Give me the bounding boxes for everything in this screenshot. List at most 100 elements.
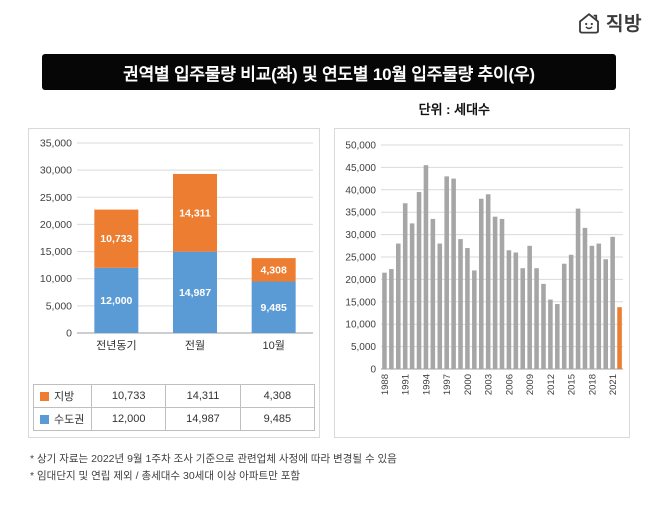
year-bar-2009: [527, 245, 532, 369]
x-year-label: 2015: [567, 374, 578, 395]
year-bar-2015: [568, 254, 574, 369]
x-category-label: 전월: [185, 339, 205, 352]
y-tick-label: 35,000: [345, 208, 376, 219]
year-bar-1991: [402, 203, 408, 369]
year-bar-1989: [389, 269, 394, 369]
x-year-label: 1988: [380, 374, 391, 395]
x-year-label: 2006: [504, 374, 515, 395]
year-bar-1992: [409, 223, 415, 369]
x-year-label: 2012: [546, 374, 557, 395]
page-title: 권역별 입주물량 비교(좌) 및 연도별 10월 입주물량 추이(우): [42, 54, 616, 90]
y-tick-label: 10,000: [40, 273, 72, 285]
y-tick-label: 15,000: [345, 297, 376, 308]
y-tick-label: 0: [66, 328, 72, 340]
bar-value-label: 14,987: [179, 287, 211, 299]
year-bar-2007: [513, 252, 519, 369]
footnotes: * 상기 자료는 2022년 9월 1주차 조사 기준으로 관련업체 사정에 따…: [30, 451, 397, 485]
legend-value-cell: 12,000: [90, 407, 167, 431]
year-bar-1997: [444, 176, 449, 369]
y-tick-label: 20,000: [345, 275, 376, 286]
year-bar-2017: [582, 227, 588, 369]
year-bar-2006: [506, 250, 512, 369]
legend-value-cell: 4,308: [239, 384, 316, 408]
year-bar-1988: [382, 272, 387, 369]
y-tick-label: 50,000: [345, 141, 376, 152]
bar-segment-수도권: [173, 251, 217, 333]
legend-value-cell: 14,987: [165, 407, 241, 431]
year-bar-1990: [396, 243, 401, 369]
footnote-line-2: * 임대단지 및 연립 제외 / 총세대수 30세대 이상 아파트만 포함: [30, 470, 301, 482]
bar-segment-지방: [251, 258, 296, 282]
x-year-label: 2000: [463, 374, 474, 395]
y-tick-label: 45,000: [345, 163, 376, 174]
bar-segment-지방: [94, 209, 139, 268]
legend-swatch-icon: [40, 415, 49, 424]
x-year-label: 1997: [442, 374, 453, 395]
bar-value-label: 4,308: [261, 264, 287, 276]
bar-value-label: 14,311: [179, 207, 211, 219]
y-tick-label: 5,000: [46, 300, 72, 312]
year-bar-2014: [561, 263, 567, 369]
x-year-label: 2018: [587, 374, 598, 395]
brand-name: 직방: [606, 14, 642, 35]
y-tick-label: 30,000: [40, 165, 72, 177]
y-tick-label: 25,000: [40, 192, 72, 204]
y-tick-label: 0: [370, 365, 376, 376]
year-bar-2021: [610, 236, 615, 369]
legend-table: 지방 10,733 14,311 4,308 수도권 12,000 14,987 9,485: [33, 384, 316, 431]
year-bar-2020: [603, 259, 608, 369]
legend-value-cell: 9,485: [239, 407, 316, 431]
left-chart-panel: 0 5,000 10,000 15,000 20,000 25,000 30,000 35,0…: [28, 128, 320, 438]
bar-segment-지방: [173, 173, 217, 252]
x-category-label: 10월: [262, 339, 284, 352]
y-tick-label: 35,000: [40, 138, 72, 150]
year-bar-2011: [541, 283, 546, 369]
bar-value-label: 9,485: [261, 302, 287, 314]
x-year-label: 1991: [401, 374, 412, 395]
year-bar-1996: [437, 243, 443, 369]
y-tick-label: 10,000: [345, 320, 376, 331]
bar-value-label: 12,000: [100, 295, 132, 307]
year-bar-2004: [492, 216, 498, 369]
year-bar-1999: [458, 239, 463, 369]
year-bar-2013: [555, 304, 560, 369]
y-tick-label: 20,000: [40, 219, 72, 231]
year-bar-2000: [465, 248, 470, 369]
year-bar-2022: [617, 307, 622, 369]
year-bar-2001: [472, 270, 477, 369]
x-year-label: 1994: [421, 374, 432, 395]
year-bar-2005: [499, 218, 505, 369]
year-bar-1993: [416, 192, 422, 369]
stacked-bar-chart: 0 5,000 10,000 15,000 20,000 25,000 30,000 35,0…: [40, 138, 313, 352]
legend-value-cell: 14,311: [165, 384, 241, 408]
year-bar-1998: [451, 178, 456, 369]
year-bar-1995: [430, 218, 436, 369]
bar-segment-수도권: [94, 267, 139, 333]
legend-row: 지방 10,733 14,311 4,308: [33, 384, 316, 408]
year-bar-2016: [575, 208, 581, 369]
y-tick-label: 30,000: [345, 230, 376, 241]
x-year-label: 2021: [608, 374, 619, 395]
y-tick-label: 40,000: [345, 185, 376, 196]
x-category-label: 전년동기: [96, 339, 136, 352]
legend-key-cell: 지방: [33, 384, 92, 408]
year-bar-2010: [534, 268, 539, 369]
house-logo-icon: [576, 11, 602, 35]
legend-row: 수도권 12,000 14,987 9,485: [33, 407, 316, 431]
legend-swatch-icon: [40, 392, 49, 401]
unit-label: 단위 : 세대수: [418, 102, 490, 117]
footnote-line-1: * 상기 자료는 2022년 9월 1주차 조사 기준으로 관련업체 사정에 따…: [30, 453, 397, 465]
bar-segment-수도권: [251, 281, 296, 333]
year-bar-2002: [478, 198, 484, 369]
year-bar-2012: [548, 299, 553, 369]
legend-value-cell: 10,733: [90, 384, 167, 408]
yearly-bar-chart: 0 5,000 10,000 15,000 20,000 25,000 30,000 35,0…: [345, 141, 623, 395]
x-year-label: 2003: [484, 374, 495, 395]
year-bar-2003: [485, 194, 491, 369]
year-bar-1994: [423, 165, 429, 369]
right-chart-panel: 0 5,000 10,000 15,000 20,000 25,000 30,000 35,0…: [334, 128, 630, 438]
y-tick-label: 5,000: [351, 342, 376, 353]
year-bar-2019: [596, 243, 602, 369]
y-tick-label: 25,000: [345, 253, 376, 264]
